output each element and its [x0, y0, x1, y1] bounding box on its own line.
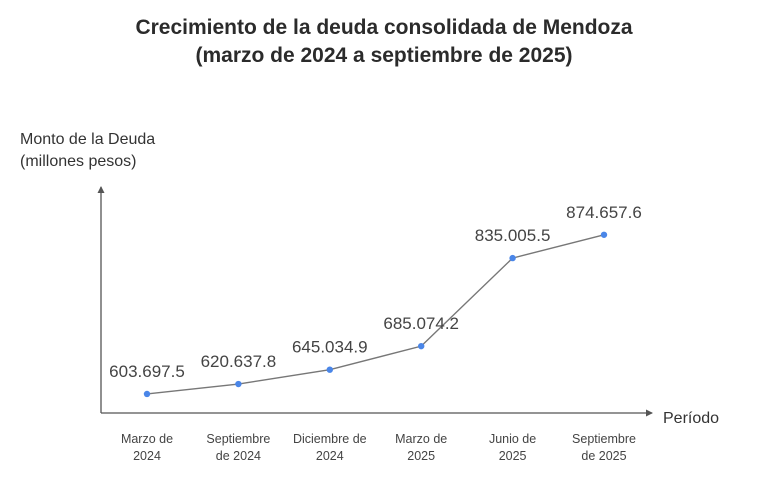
x-tick-label: Septiembre — [206, 432, 270, 446]
data-point — [418, 342, 425, 350]
data-label: 685.074.2 — [383, 314, 459, 333]
x-tick-label: Septiembre — [572, 432, 636, 446]
x-axis-label: Período — [663, 410, 719, 427]
chart-title: Crecimiento de la deuda consolidada de M… — [0, 14, 768, 70]
data-point — [143, 390, 151, 398]
x-tick-label: Marzo de — [121, 432, 173, 446]
data-point — [509, 254, 516, 262]
data-point — [600, 231, 608, 238]
x-tick-label: Marzo de — [395, 432, 447, 446]
y-axis-arrow — [97, 186, 105, 193]
x-tick-label: de 2025 — [581, 449, 626, 463]
chart-title-line1: Crecimiento de la deuda consolidada de M… — [135, 16, 633, 39]
data-label: 603.697.5 — [109, 362, 185, 381]
x-tick-label: 2025 — [499, 449, 527, 463]
data-point — [235, 380, 242, 388]
y-axis-label-line2: (millones pesos) — [20, 153, 137, 170]
y-axis-label-line1: Monto de la Deuda — [20, 131, 156, 148]
x-axis-arrow — [646, 409, 653, 417]
x-tick-label: 2024 — [133, 449, 161, 463]
x-tick-label: de 2024 — [216, 449, 261, 463]
data-label: 874.657.6 — [566, 203, 642, 222]
data-label: 835.005.5 — [475, 226, 551, 245]
series-line — [146, 234, 605, 395]
x-tick-label: 2024 — [316, 449, 344, 463]
data-label: 620.637.8 — [201, 352, 277, 371]
x-tick-label: 2025 — [407, 449, 435, 463]
chart-title-line2: (marzo de 2024 a septiembre de 2025) — [195, 44, 573, 67]
data-label: 645.034.9 — [292, 338, 368, 357]
x-tick-label: Diciembre de — [293, 432, 367, 446]
x-tick-label: Junio de — [489, 432, 536, 446]
y-axis-label: Monto de la Deuda (millones pesos) — [20, 129, 155, 173]
data-point — [326, 366, 333, 373]
